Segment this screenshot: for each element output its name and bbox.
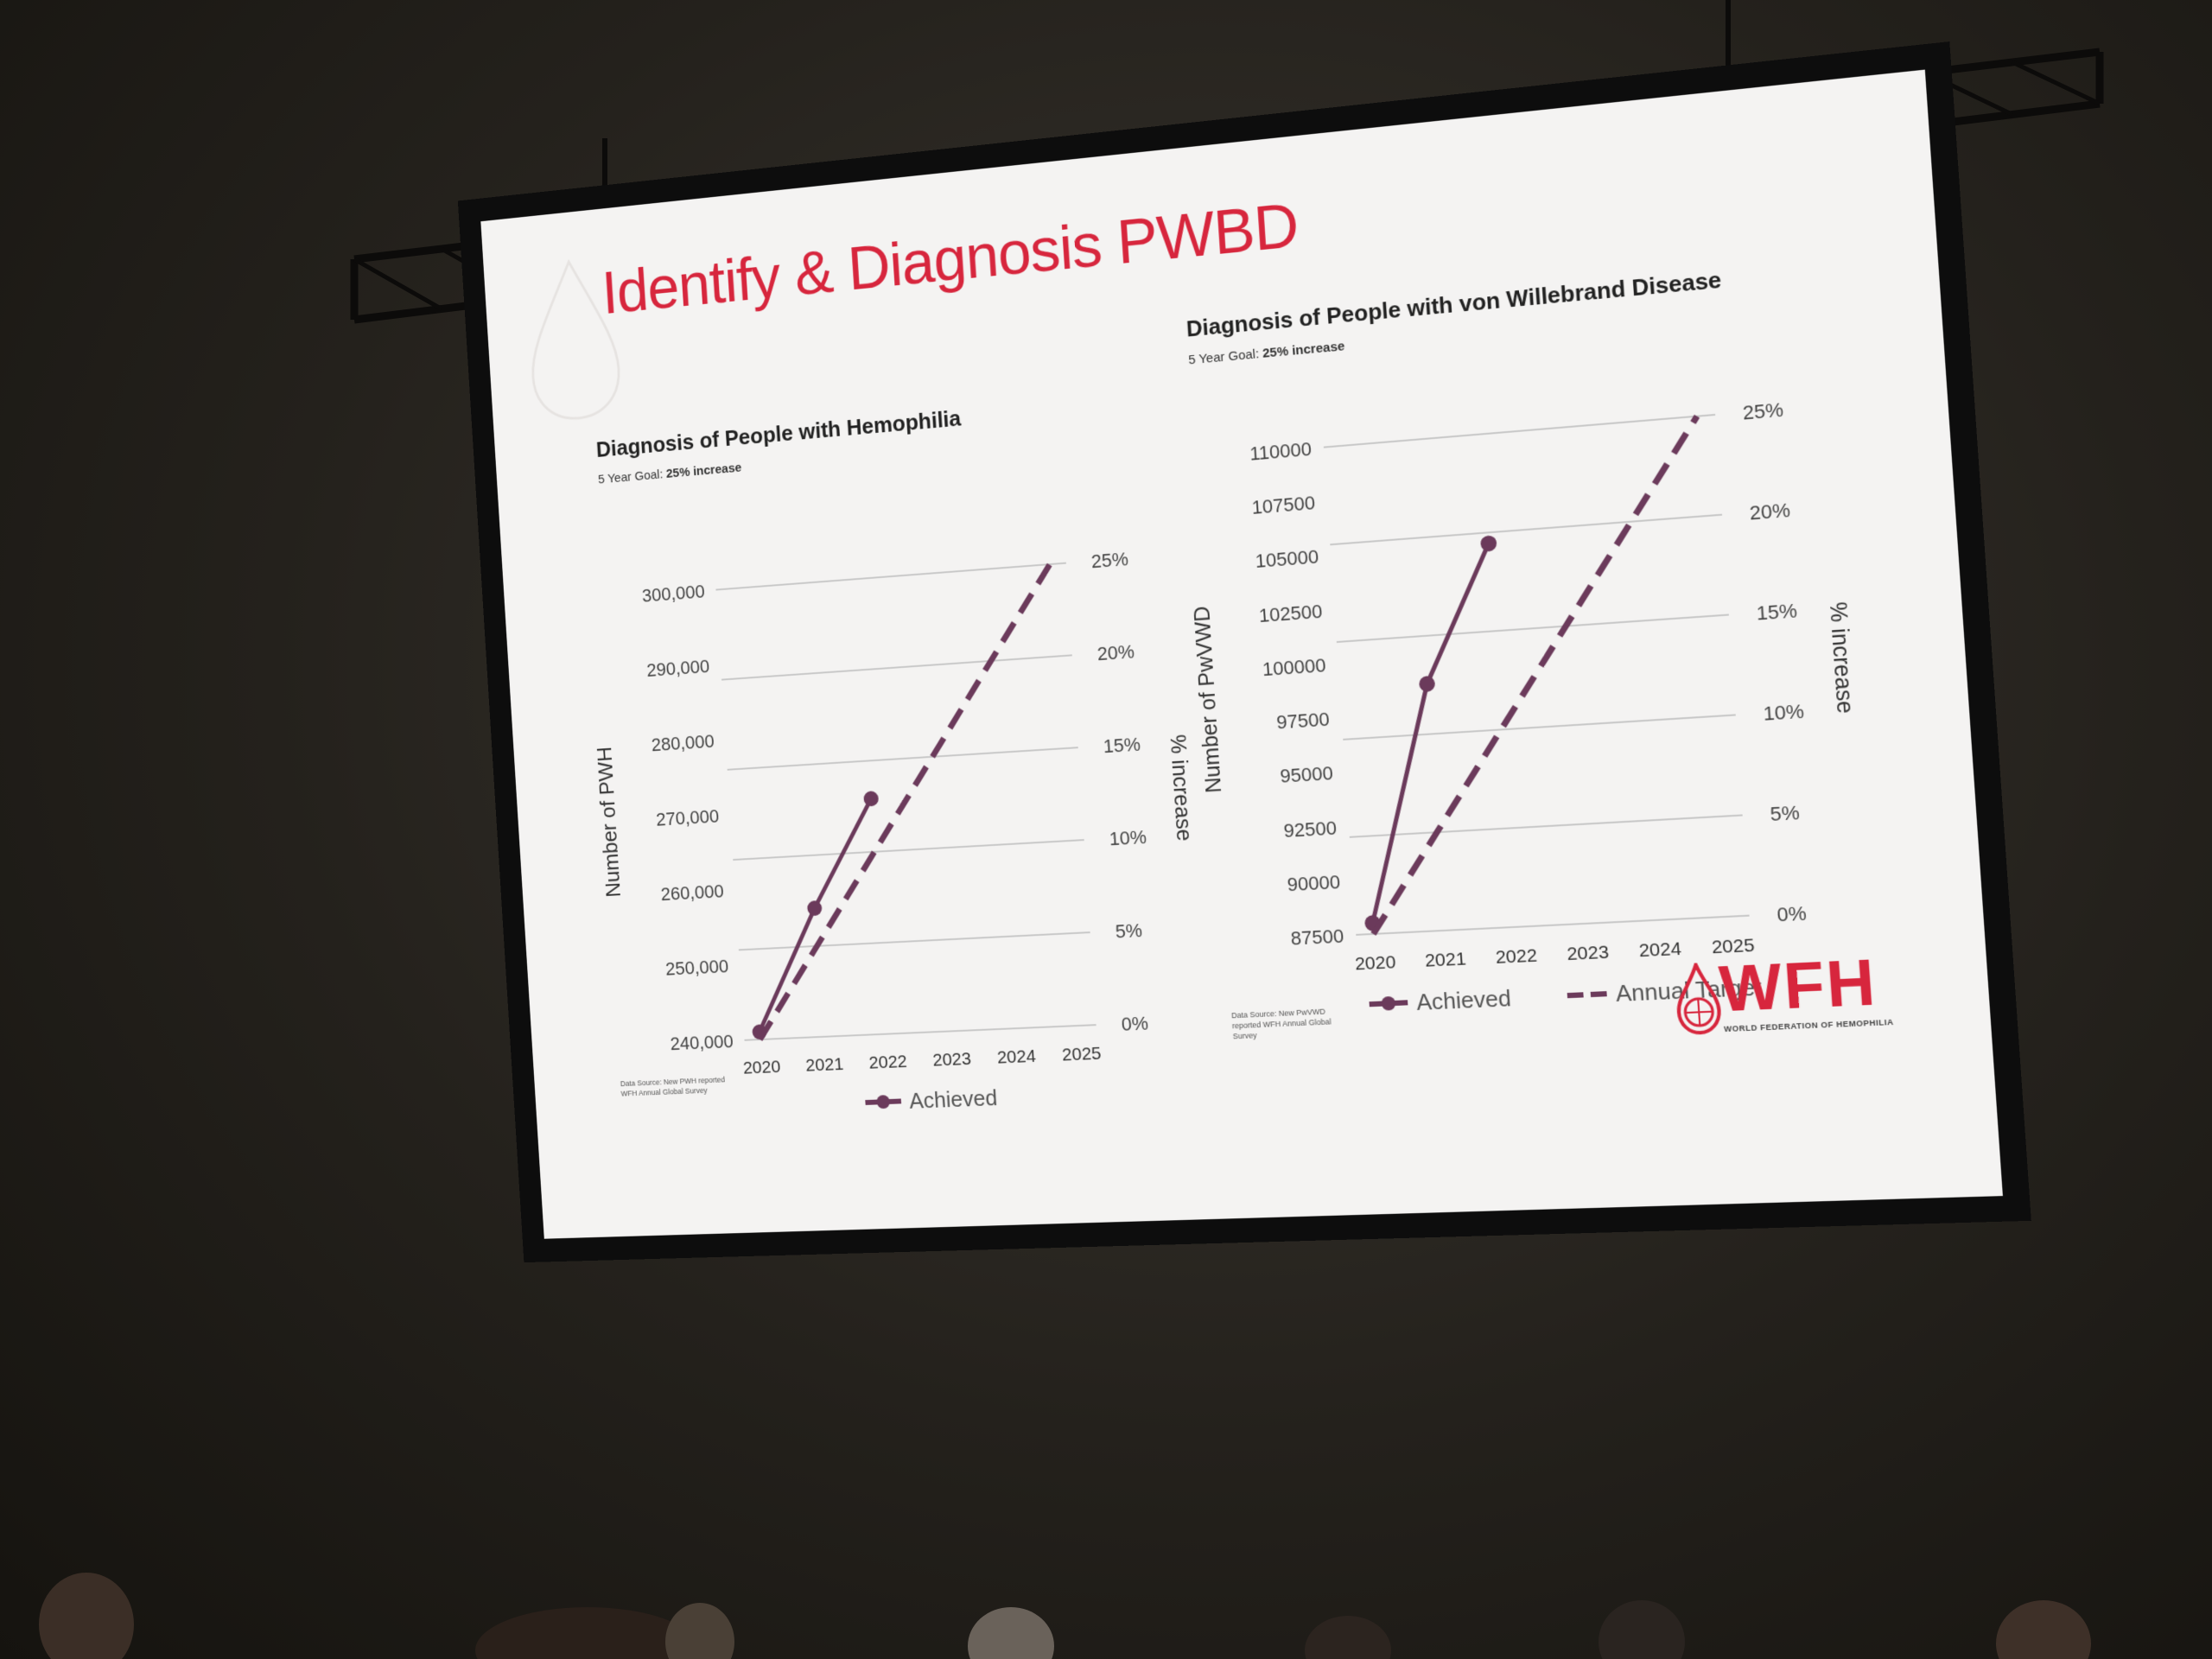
hemophilia-y2-tick-label: 25% [1090,549,1128,573]
vwd-x-tick-label: 2020 [1354,952,1396,974]
vwd-y-tick-label: 95000 [1280,763,1334,788]
hemophilia-y-tick-label: 270,000 [656,805,720,830]
hemophilia-y2label: % increase [1165,734,1195,842]
wfh-logo-text: WFH [1717,946,1879,1027]
vwd-y2-tick-label: 5% [1770,802,1801,826]
vwd-y2label: % increase [1824,601,1858,715]
vwd-y-tick-label: 100000 [1262,654,1326,680]
vwd-data-point [1480,535,1497,552]
vwd-legend-marker [1381,996,1395,1011]
hemophilia-x-tick-label: 2023 [932,1050,972,1071]
hemophilia-x-tick-label: 2020 [742,1058,781,1078]
vwd-x-tick-label: 2023 [1567,943,1610,965]
truss-strut [2012,62,2100,104]
vwd-x-tick-label: 2022 [1495,946,1538,968]
hemophilia-gridline [721,655,1072,679]
vwd-legend-label: Achieved [1415,986,1511,1015]
hemophilia-legend-label: Achieved [909,1086,999,1114]
hemophilia-x-tick-label: 2021 [805,1055,844,1076]
hemophilia-y2-tick-label: 10% [1109,826,1147,849]
hemophilia-y-tick-label: 250,000 [665,956,730,979]
hemophilia-y2-tick-label: 20% [1096,641,1135,665]
vwd-gridline [1330,515,1722,545]
hemophilia-ylabel: Number of PWH [594,746,625,898]
hemophilia-legend-marker [876,1095,890,1109]
truss-strut [1925,73,2012,115]
vwd-y-tick-label: 90000 [1287,871,1341,895]
hemophilia-y2-tick-label: 15% [1103,734,1141,757]
vwd-y-tick-label: 97500 [1276,709,1331,734]
vwd-y-tick-label: 87500 [1290,925,1344,950]
hemophilia-y-tick-label: 240,000 [670,1031,734,1054]
hemophilia-y-tick-label: 280,000 [651,731,715,756]
wfh-logo: WFH WORLD FEDERATION OF HEMOPHILIA [1669,944,1916,1053]
hemophilia-data-point [807,900,823,916]
hemophilia-y-tick-label: 260,000 [660,880,724,905]
audience-heads [0,1538,2212,1659]
vwd-gridline [1350,815,1743,836]
hemophilia-gridline [745,1025,1096,1040]
vwd-source-note: Data Source: New PwVWD reported WFH Annu… [1231,1005,1354,1041]
hemophilia-x-tick-label: 2025 [1061,1044,1102,1065]
vwd-gridline [1343,715,1735,739]
hemophilia-x-tick-label: 2024 [996,1046,1036,1067]
vwd-y2-tick-label: 20% [1749,499,1791,524]
vwd-y-tick-label: 92500 [1283,817,1338,841]
vwd-y-tick-label: 110000 [1249,438,1313,465]
vwd-y-tick-label: 102500 [1258,601,1323,626]
hemophilia-y-tick-label: 290,000 [646,656,710,681]
hemophilia-gridline [715,563,1065,590]
vwd-y2-tick-label: 25% [1742,398,1784,424]
hemophilia-data-point [863,791,879,807]
vwd-y2-tick-label: 10% [1763,700,1805,725]
hemophilia-y2-tick-label: 5% [1115,919,1143,942]
hemophilia-gridline [728,747,1078,770]
hemophilia-gridline [733,840,1084,860]
vwd-gridline [1356,916,1749,935]
vwd-data-point [1419,676,1436,692]
hemophilia-chart: 0% 5% 10% 15% 20% 25% 240,000 250,000 260,000 270… [584,544,1213,1124]
vwd-gridline [1337,614,1729,642]
vwd-y2-tick-label: 0% [1777,902,1808,925]
vwd-x-tick-label: 2021 [1424,950,1466,971]
vwd-y-tick-label: 105000 [1255,546,1319,572]
vwd-y-tick-label: 107500 [1251,493,1316,519]
hemophilia-series-target-line [731,564,1079,1039]
hemophilia-y2-tick-label: 0% [1121,1013,1149,1035]
truss-strut [354,259,442,309]
hemophilia-gridline [739,932,1090,950]
hemophilia-x-tick-label: 2022 [868,1052,907,1073]
vwd-gridline [1324,415,1715,448]
vwd-ylabel: Number of PwVWD [1191,605,1227,793]
vwd-legend-swatch [1567,994,1607,995]
projection-screen: 0% 5% 10% 15% 20% 25% 240,000 250,000 260,000 270… [480,70,2003,1239]
vwd-series-target-line [1341,416,1731,934]
hemophilia-y-tick-label: 300,000 [641,581,705,606]
vwd-y2-tick-label: 15% [1756,600,1798,625]
vwd-chart: 0% 5% 10% 15% 20% 25% 87500 90000 92500 95000 9750… [1180,394,1878,1024]
